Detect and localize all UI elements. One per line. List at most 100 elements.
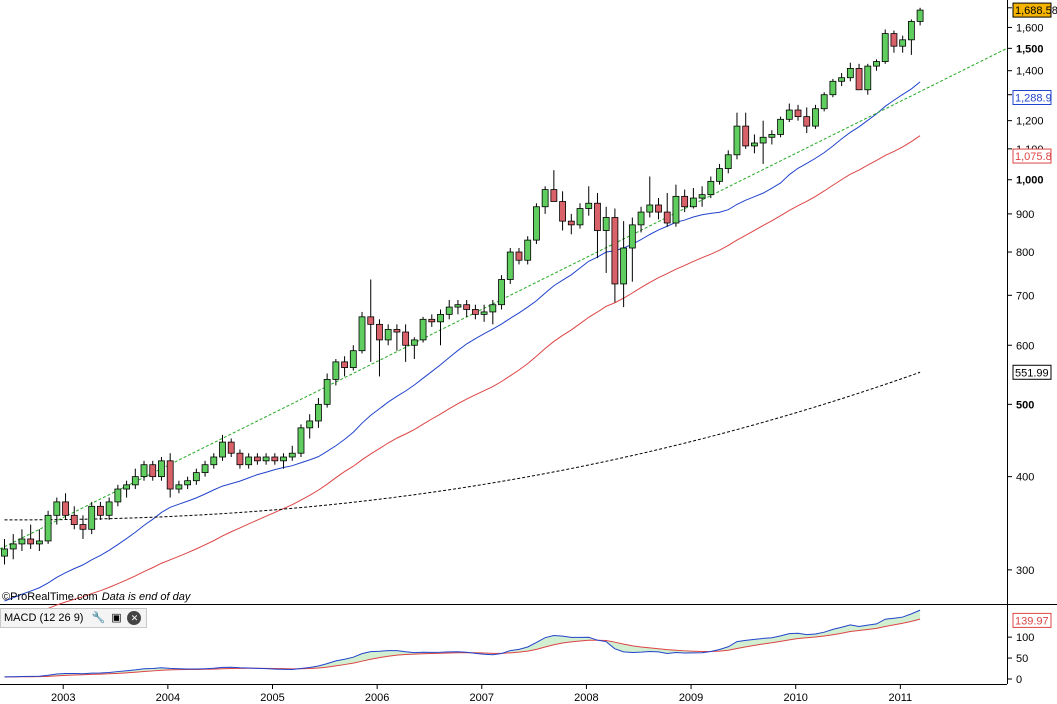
candle-body [698,194,706,199]
candle-body [428,318,436,323]
y-tick-label: 1,600 [1016,22,1044,34]
candle-body [777,118,784,135]
candle-body [367,316,375,325]
y-tick-label: 600 [1016,340,1034,352]
candle-body [533,206,540,241]
candle-body [881,33,889,62]
candle-body [663,211,671,224]
candle-body [672,195,680,224]
y-tick-label: 300 [1016,565,1034,577]
macd-label: MACD (12 26 9) [4,612,84,624]
candle-body [498,279,505,306]
x-tick-label: 2007 [470,692,494,704]
x-tick-label: 2010 [783,692,807,704]
macd-panel-header: MACD (12 26 9) 🔧 ▣ ✕ [0,608,148,628]
y-tick-label: 900 [1016,209,1034,221]
candle-body [733,125,741,156]
candle-body [794,109,802,118]
candle-body [384,329,392,341]
candle-body [332,361,340,380]
candle-body [18,538,26,545]
x-tick-label: 2004 [156,692,180,704]
candle-body [280,456,287,462]
candle-body [402,331,410,346]
candle-body [245,456,253,466]
candle-body [315,403,322,422]
candle-body [567,220,575,226]
credit-site: ©ProRealTime.com [2,591,98,603]
ma-black-tag-box [1012,364,1052,380]
candle-body [829,80,837,96]
candle-body [88,505,96,530]
candle-body [97,505,104,516]
candle-body [349,350,357,369]
candle-body [210,456,218,466]
window-icon[interactable]: ▣ [111,612,122,624]
ma-red-tag-box [1012,148,1052,164]
candle-body [437,313,444,323]
candle-body [602,217,610,231]
candle-body [864,65,872,91]
candle-body [689,197,697,208]
last-price-tag-box [1012,2,1052,18]
candle-body [341,361,348,369]
candle-body [1,548,8,557]
candle-body [271,456,279,462]
candle-body [454,304,462,308]
candle-body [192,472,200,482]
candle-body [873,61,880,67]
ma-black-line [4,371,921,521]
macd-fill [4,610,921,677]
candle-body [594,202,601,231]
candle-body [820,94,828,110]
candle-body [288,452,296,458]
x-tick-label: 2011 [889,692,913,704]
y-tick-label: 700 [1016,290,1034,302]
candle-body [620,247,628,285]
candle-body [655,204,662,213]
credit-line: ©ProRealTime.com Data is end of day [2,591,190,603]
close-icon[interactable]: ✕ [127,611,142,625]
candle-body [227,441,235,454]
y-tick-label: 1,000 [1016,175,1044,187]
candle-body [158,460,165,478]
candle-body [323,378,331,405]
candle-body [184,480,192,486]
candle-body [515,251,523,261]
candles [1,7,924,565]
candle-body [628,224,636,249]
candle-body [846,67,854,79]
candle-body [724,154,732,169]
y-tick-label: 500 [1016,399,1034,411]
credit-note: Data is end of day [101,591,191,603]
candle-body [759,136,767,144]
ma-blue-tag: 1,288.9 [1015,92,1052,104]
candle-body [27,538,35,545]
candle-body [35,540,43,545]
candle-body [585,202,593,209]
candle-body [410,339,418,346]
candle-body [376,323,383,341]
candle-body [463,304,471,310]
candle-body [646,204,654,213]
candle-body [53,501,61,516]
candle-body [716,168,723,182]
wrench-icon[interactable]: 🔧 [91,612,106,624]
y-tick-label: 800 [1016,247,1034,259]
candle-body [123,484,130,490]
candle-body [79,524,87,530]
x-tick-label: 2008 [574,692,598,704]
macd-last-box [1012,612,1052,628]
candle-body [855,67,863,91]
candle-body [576,208,584,226]
candle-body [44,514,52,542]
y-tick-label: 1,400 [1016,66,1044,78]
candle-body [419,318,427,341]
candle-body [201,464,209,474]
macd-signal-line [4,618,921,678]
ma-blue-line [4,81,921,602]
y-tick-label: 1,500 [1016,43,1044,55]
candle-body [166,460,174,490]
candle-body [559,201,566,222]
candle-body [899,39,907,47]
